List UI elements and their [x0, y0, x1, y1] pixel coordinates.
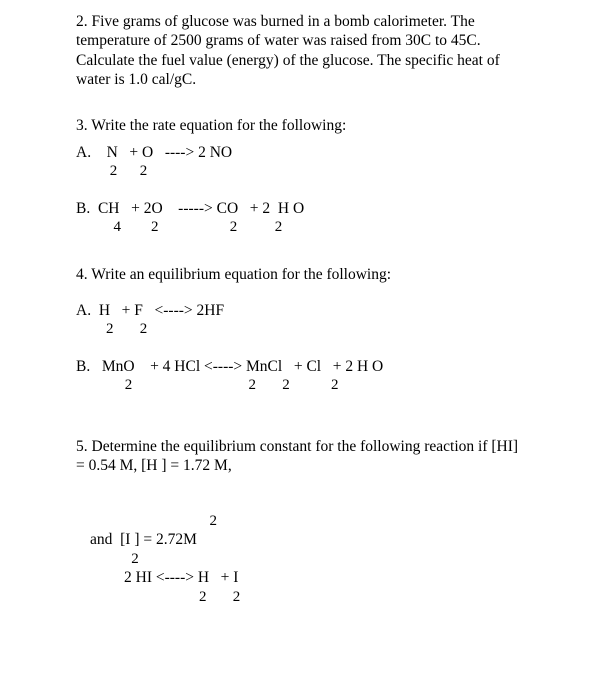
- spacer: [76, 181, 522, 199]
- question-2-text: 2. Five grams of glucose was burned in a…: [76, 12, 522, 90]
- q4-a-subscripts: 2 2: [76, 320, 522, 339]
- q3-b-equation: B. CH + 2O -----> CO + 2 H O: [76, 199, 522, 218]
- spacer: [76, 395, 522, 437]
- q4-a-equation: A. H + F <----> 2HF: [76, 301, 522, 320]
- question-3-stem: 3. Write the rate equation for the follo…: [76, 116, 522, 135]
- spacer: [76, 339, 522, 357]
- q5-reaction-sub: 2 2: [76, 588, 522, 607]
- spacer: [76, 484, 522, 512]
- question-5-stem: 5. Determine the equilibrium constant fo…: [76, 437, 522, 476]
- q4-b-subscripts: 2 2 2 2: [76, 376, 522, 395]
- spacer: [76, 237, 522, 265]
- q3-a-equation: A. N + O ----> 2 NO: [76, 143, 522, 162]
- q5-h2-subscript-top: 2: [76, 512, 522, 531]
- question-4-stem: 4. Write an equilibrium equation for the…: [76, 265, 522, 284]
- q5-and-i2-line: and [I ] = 2.72M: [76, 530, 522, 549]
- q3-b-subscripts: 4 2 2 2: [76, 218, 522, 237]
- spacer: [76, 293, 522, 301]
- spacer: [76, 98, 522, 116]
- q5-and-i2-sub: 2: [76, 550, 522, 569]
- q3-a-subscripts: 2 2: [76, 162, 522, 181]
- q5-reaction-line: 2 HI <----> H + I: [76, 568, 522, 587]
- worksheet-page: 2. Five grams of glucose was burned in a…: [0, 0, 598, 700]
- q4-b-equation: B. MnO + 4 HCl <----> MnCl + Cl + 2 H O: [76, 357, 522, 376]
